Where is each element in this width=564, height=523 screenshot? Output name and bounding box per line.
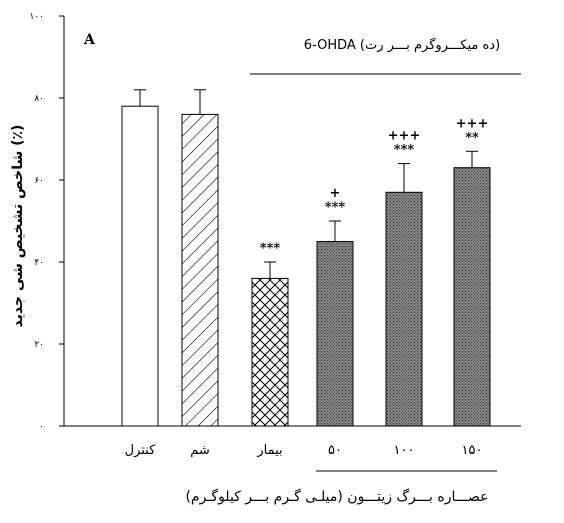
- significance-marker: +++: [456, 116, 489, 131]
- y-tick-label: ۶۰: [34, 176, 44, 186]
- significance-markers: ***+***+++***+++**: [260, 116, 489, 256]
- category-label: ۱۵۰: [462, 443, 483, 458]
- significance-marker: +: [330, 186, 341, 201]
- category-label: بیمار: [256, 443, 282, 458]
- bar: [453, 167, 491, 427]
- y-tick-label: ۱۰۰: [29, 12, 44, 22]
- x-axis-label: عصـــاره بـــرگ زیتـــون (میلـی گـرم بــ…: [185, 487, 488, 505]
- category-label: شم: [190, 443, 210, 458]
- category-label: کنترل: [125, 443, 156, 458]
- bar: [251, 277, 289, 427]
- y-ticks: ۰ ۲۰ ۴۰ ۶۰ ۸۰ ۱۰۰: [29, 12, 64, 432]
- significance-marker: **: [465, 130, 479, 145]
- category-label: ۱۰۰: [394, 443, 415, 458]
- significance-marker: +++: [388, 129, 421, 144]
- y-tick-label: ۰: [39, 422, 44, 432]
- bar: [121, 105, 159, 427]
- bar: [385, 191, 423, 427]
- significance-marker: ***: [260, 241, 281, 256]
- category-labels: کنترل شم بیمار ۵۰ ۱۰۰ ۱۵۰: [125, 443, 483, 458]
- significance-marker: ***: [394, 143, 415, 158]
- y-tick-label: ۲۰: [34, 340, 44, 350]
- bar: [181, 113, 219, 427]
- y-tick-label: ۸۰: [34, 94, 44, 104]
- panel-label: A: [83, 32, 96, 48]
- significance-marker: ***: [325, 200, 346, 215]
- bars: [121, 105, 491, 427]
- error-bars: [134, 89, 478, 279]
- group-header: 6-OHDA (ده میکـــروگرم بـــر رت): [304, 37, 500, 53]
- y-axis-label: شاخص تشخیص شی جدید (٪): [10, 125, 26, 328]
- y-tick-label: ۴۰: [34, 258, 44, 268]
- category-label: ۵۰: [328, 443, 342, 458]
- bar: [316, 241, 354, 427]
